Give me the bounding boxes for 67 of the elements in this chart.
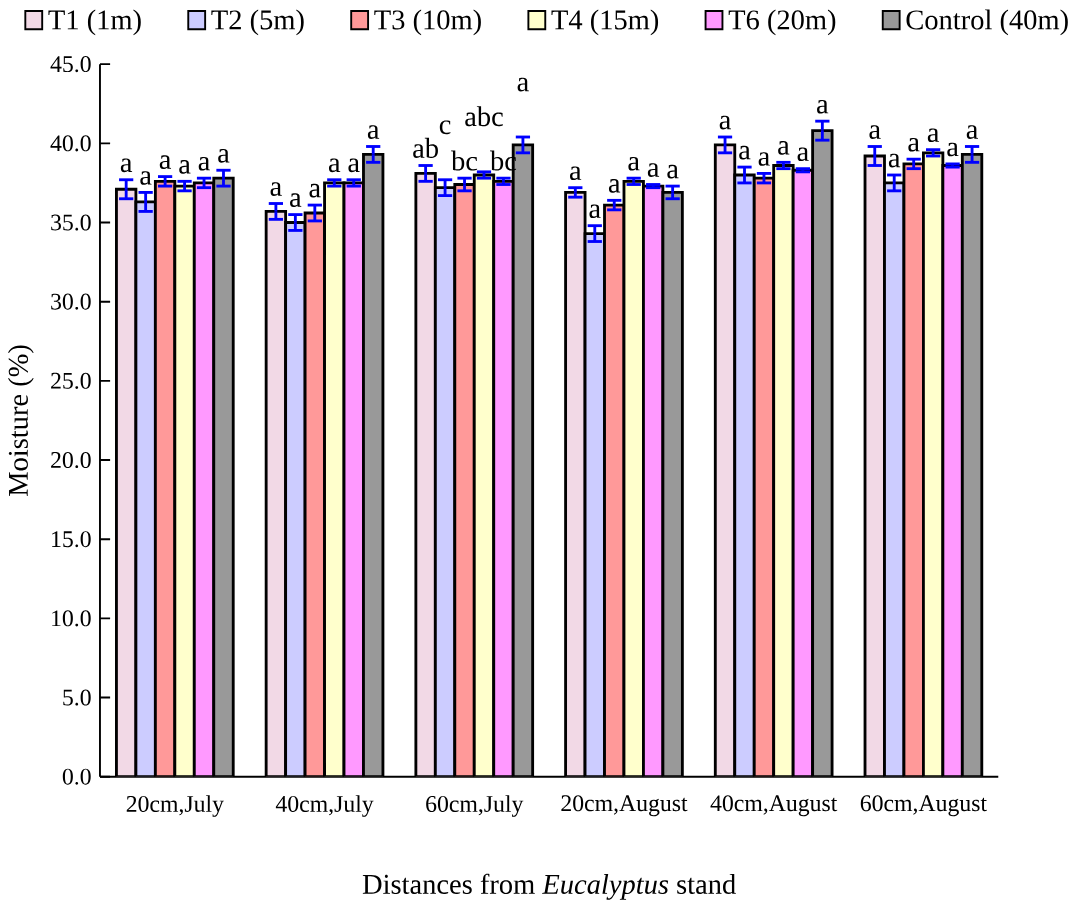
- x-tick-label: 20cm,July: [126, 795, 224, 817]
- data-label: a: [589, 204, 601, 219]
- x-tick-label: 40cm,August: [710, 795, 838, 817]
- y-tick-label: 40.0: [50, 135, 91, 152]
- data-label: a: [966, 125, 978, 139]
- data-label: a: [758, 152, 770, 166]
- legend-label: T6 (20m): [728, 9, 836, 36]
- legend-label: T4 (15m): [551, 9, 659, 36]
- y-tick-label: 0.0: [62, 768, 91, 785]
- y-tick-label: 20.0: [51, 452, 91, 469]
- data-label: a: [608, 179, 621, 193]
- data-label: a: [198, 156, 210, 171]
- y-axis-title: Moisture (%): [7, 345, 34, 496]
- data-label: a: [309, 183, 321, 198]
- y-tick-label: 15.0: [52, 531, 91, 548]
- bar: [883, 181, 906, 777]
- data-label: a: [739, 145, 751, 160]
- data-label: a: [120, 158, 133, 173]
- x-tick-label: 60cm,August: [860, 795, 987, 817]
- bar: [323, 181, 346, 777]
- bar: [453, 183, 476, 777]
- data-label: a: [159, 155, 172, 170]
- data-label: a: [140, 171, 152, 185]
- legend-label: T2 (5m): [211, 9, 304, 36]
- data-label: a: [647, 163, 660, 177]
- x-tick-label: 20cm,August: [561, 795, 688, 817]
- y-tick-label: 25.0: [51, 372, 91, 389]
- legend-label: Control (40m): [906, 9, 1068, 36]
- data-label: a: [270, 182, 282, 196]
- data-label: a: [328, 158, 341, 173]
- bar: [772, 164, 795, 777]
- y-tick-label: 45.0: [50, 56, 91, 73]
- data-label: c: [439, 120, 451, 135]
- data-label: a: [947, 142, 959, 157]
- data-label: a: [719, 115, 731, 130]
- bar: [134, 200, 157, 777]
- bar: [733, 173, 756, 777]
- data-label: a: [869, 125, 881, 139]
- data-label: a: [888, 153, 901, 168]
- y-tick-label: 5.0: [63, 689, 91, 706]
- data-label: a: [927, 128, 940, 143]
- bar: [902, 162, 925, 777]
- y-tick-label: 10.0: [52, 610, 91, 627]
- bar: [284, 221, 307, 777]
- data-label: a: [778, 141, 790, 155]
- legend-label: T3 (10m): [374, 9, 481, 36]
- data-label: a: [570, 166, 582, 181]
- x-tick-label: 60cm,July: [426, 795, 524, 817]
- data-label: bc: [451, 150, 478, 171]
- data-label: a: [667, 164, 679, 179]
- data-label: a: [517, 77, 529, 92]
- data-label: a: [817, 99, 829, 114]
- data-label: a: [367, 125, 380, 139]
- data-label: ab: [413, 137, 438, 158]
- data-label: a: [628, 156, 640, 171]
- y-tick-label: 35.0: [51, 214, 91, 231]
- data-label: a: [179, 160, 191, 174]
- x-tick-label: 40cm,July: [275, 795, 374, 817]
- legend-label: T1 (1m): [48, 9, 141, 36]
- data-label: a: [218, 149, 230, 163]
- y-tick-label: 30.0: [51, 293, 91, 310]
- data-label: a: [797, 147, 809, 162]
- data-label: a: [348, 158, 360, 173]
- data-label: a: [290, 193, 302, 208]
- data-label: a: [908, 137, 920, 152]
- x-axis-title: Distances from Eucalyptus stand: [362, 873, 736, 900]
- data-label: abc: [465, 106, 503, 127]
